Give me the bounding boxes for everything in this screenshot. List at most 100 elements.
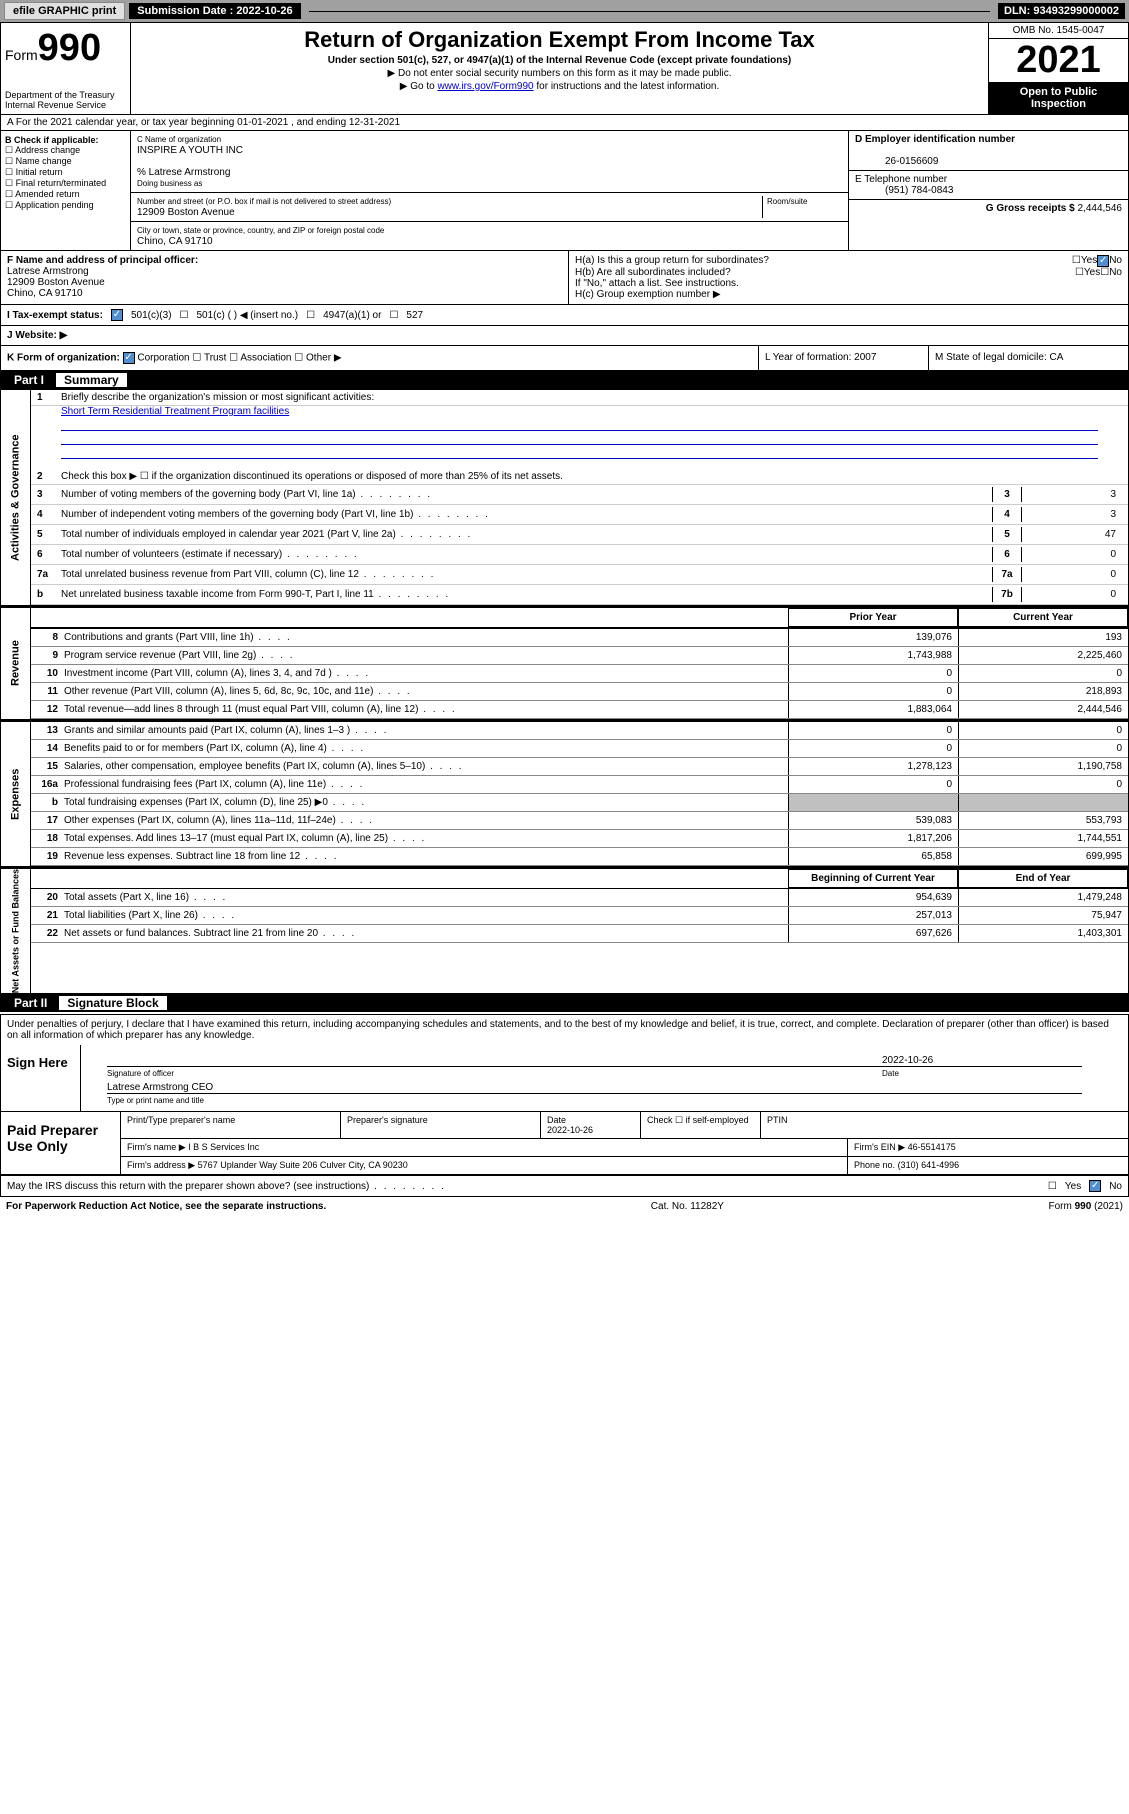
opt-other: Other ▶ <box>306 353 341 364</box>
firm-phone: (310) 641-4996 <box>898 1160 960 1170</box>
city-label: City or town, state or province, country… <box>137 226 384 235</box>
gross-receipts: 2,444,546 <box>1078 203 1123 214</box>
k-label: K Form of organization: <box>7 353 120 364</box>
self-emp-label: Check ☐ if self-employed <box>641 1112 761 1138</box>
firm-ein: 46-5514175 <box>908 1142 956 1152</box>
form-subtitle: Under section 501(c), 527, or 4947(a)(1)… <box>135 55 984 66</box>
opt-name: Name change <box>16 156 72 166</box>
hb-yes: Yes <box>1084 267 1100 278</box>
opt-address: Address change <box>15 145 80 155</box>
opt-501c: 501(c) ( ) ◀ (insert no.) <box>197 310 299 321</box>
line1-label: Briefly describe the organization's miss… <box>61 392 1122 403</box>
revenue-tab: Revenue <box>1 608 31 719</box>
section-a: A For the 2021 calendar year, or tax yea… <box>0 115 1129 131</box>
col-b-header: B Check if applicable: <box>5 135 99 145</box>
discuss-yes: Yes <box>1065 1181 1081 1192</box>
header-line <box>309 11 990 12</box>
website-row: J Website: ▶ <box>0 326 1129 346</box>
efile-label: efile GRAPHIC print <box>4 2 125 20</box>
hb-note: If "No," attach a list. See instructions… <box>575 278 1122 289</box>
form-right: OMB No. 1545-0047 2021 Open to Public In… <box>988 23 1128 114</box>
col-b: B Check if applicable: ☐ Address change … <box>1 131 131 250</box>
form-word: Form <box>5 47 38 63</box>
f-label: F Name and address of principal officer: <box>7 255 198 266</box>
k-left: K Form of organization: Corporation ☐ Tr… <box>1 346 758 370</box>
opt-501c3: 501(c)(3) <box>131 310 172 321</box>
prep-sig-label: Preparer's signature <box>341 1112 541 1138</box>
th-boy: Beginning of Current Year <box>788 869 958 888</box>
line2-label: Check this box ▶ ☐ if the organization d… <box>61 471 1122 482</box>
footer: For Paperwork Reduction Act Notice, see … <box>0 1197 1129 1216</box>
footer-left: For Paperwork Reduction Act Notice, see … <box>6 1201 326 1212</box>
opt-pending: Application pending <box>15 200 94 210</box>
th-curr: Current Year <box>958 608 1128 627</box>
check-corp <box>123 352 135 364</box>
state-domicile: M State of legal domicile: CA <box>928 346 1128 370</box>
dba-label: Doing business as <box>137 179 202 188</box>
care-of: % Latrese Armstrong <box>137 167 230 178</box>
irs-link[interactable]: www.irs.gov/Form990 <box>437 81 533 92</box>
header-bar: efile GRAPHIC print Submission Date : 20… <box>0 0 1129 22</box>
discuss-row: May the IRS discuss this return with the… <box>0 1175 1129 1197</box>
col-mid: C Name of organizationINSPIRE A YOUTH IN… <box>131 131 848 250</box>
submission-date: Submission Date : 2022-10-26 <box>129 3 300 19</box>
mission-text: Short Term Residential Treatment Program… <box>61 406 289 417</box>
k-row: K Form of organization: Corporation ☐ Tr… <box>0 346 1129 371</box>
info-grid: B Check if applicable: ☐ Address change … <box>0 131 1129 251</box>
discuss-no: No <box>1109 1181 1122 1192</box>
date-label: Date <box>882 1069 1122 1078</box>
expenses-tab: Expenses <box>1 722 31 866</box>
row-fg: F Name and address of principal officer:… <box>0 251 1129 305</box>
gov-tab: Activities & Governance <box>1 390 31 605</box>
dln: DLN: 93493299000002 <box>998 3 1125 19</box>
part2-header: Part II Signature Block <box>0 994 1129 1012</box>
i-label: I Tax-exempt status: <box>7 310 103 321</box>
discuss-text: May the IRS discuss this return with the… <box>7 1181 1040 1192</box>
ha-no-check <box>1097 255 1109 267</box>
dept-label: Department of the Treasury Internal Reve… <box>5 90 126 110</box>
note2-pre: ▶ Go to <box>400 81 438 92</box>
tax-status-row: I Tax-exempt status: 501(c)(3) ☐ 501(c) … <box>0 305 1129 326</box>
firm-phone-label: Phone no. <box>854 1160 895 1170</box>
check-501c3 <box>111 309 123 321</box>
col-right: D Employer identification number26-01566… <box>848 131 1128 250</box>
gov-section: Activities & Governance 1Briefly describ… <box>0 389 1129 606</box>
netassets-section: Net Assets or Fund Balances Beginning of… <box>0 867 1129 994</box>
expenses-section: Expenses 13Grants and similar amounts pa… <box>0 720 1129 867</box>
part2-title: Signature Block <box>59 996 166 1010</box>
ptin-label: PTIN <box>761 1112 1128 1138</box>
discuss-no-check <box>1089 1180 1101 1192</box>
firm-ein-label: Firm's EIN ▶ <box>854 1142 905 1152</box>
paid-label: Paid Preparer Use Only <box>1 1112 121 1174</box>
part1-header: Part I Summary <box>0 371 1129 389</box>
org-name: INSPIRE A YOUTH INC <box>137 145 243 156</box>
signature-block: Under penalties of perjury, I declare th… <box>0 1014 1129 1175</box>
form-center: Return of Organization Exempt From Incom… <box>131 23 988 114</box>
open-public: Open to Public Inspection <box>989 82 1128 114</box>
prep-name-label: Print/Type preparer's name <box>121 1112 341 1138</box>
opt-trust: Trust <box>204 353 226 364</box>
addr-label: Number and street (or P.O. box if mail i… <box>137 197 391 206</box>
prep-date-label: Date <box>547 1115 566 1125</box>
year-formation: L Year of formation: 2007 <box>758 346 928 370</box>
ha-no: No <box>1109 255 1122 267</box>
officer-addr2: Chino, CA 91710 <box>7 288 83 299</box>
phone-label: E Telephone number <box>855 174 947 185</box>
th-prior: Prior Year <box>788 608 958 627</box>
part2-label: Part II <box>6 996 55 1010</box>
hc-label: H(c) Group exemption number ▶ <box>575 289 1122 300</box>
officer-name: Latrese Armstrong <box>7 266 89 277</box>
sig-intro: Under penalties of perjury, I declare th… <box>1 1015 1128 1045</box>
th-eoy: End of Year <box>958 869 1128 888</box>
part1-title: Summary <box>56 373 127 387</box>
omb-label: OMB No. 1545-0047 <box>989 23 1128 39</box>
firm-name-label: Firm's name ▶ <box>127 1142 186 1152</box>
officer-addr1: 12909 Boston Avenue <box>7 277 105 288</box>
j-label: J Website: ▶ <box>7 330 67 341</box>
name-sub: Type or print name and title <box>107 1096 1122 1105</box>
hb-no: No <box>1109 267 1122 278</box>
form-note1: ▶ Do not enter social security numbers o… <box>135 68 984 79</box>
opt-assoc: Association <box>240 353 291 364</box>
opt-initial: Initial return <box>16 167 63 177</box>
netassets-tab: Net Assets or Fund Balances <box>1 869 31 993</box>
